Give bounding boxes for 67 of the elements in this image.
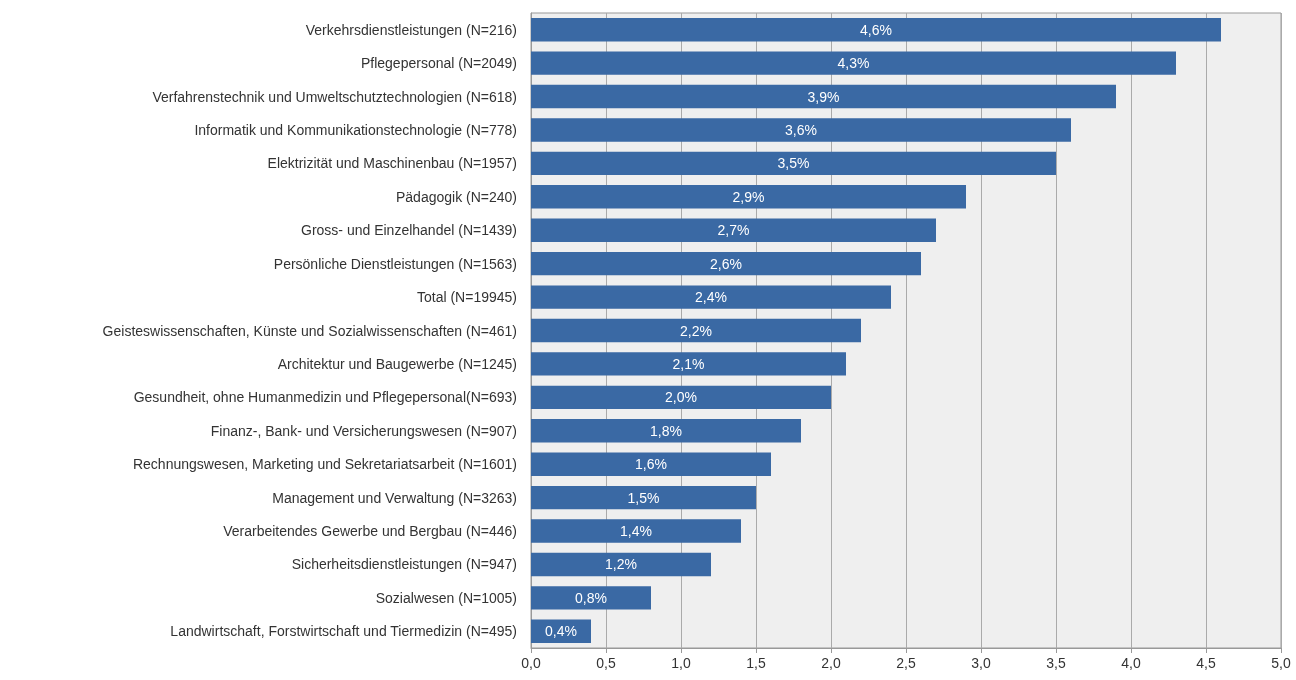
y-tick-label: Management und Verwaltung (N=3263) — [272, 489, 517, 506]
bar — [531, 385, 831, 410]
y-tick-label: Total (N=19945) — [416, 289, 517, 306]
bar — [531, 185, 966, 209]
bar — [531, 151, 1056, 176]
bar — [531, 519, 741, 543]
data-label: 2,2% — [680, 322, 712, 339]
data-label: 1,8% — [650, 422, 682, 439]
y-tick-label: Rechnungswesen, Marketing und Sekretariatsarbeit (N=1601) — [132, 456, 517, 473]
data-label: 2,7% — [717, 222, 750, 239]
y-tick-label: Verkehrsdienstleistungen (N=216) — [305, 21, 517, 38]
y-tick-label: Sozialwesen (N=1005) — [375, 589, 517, 606]
data-label: 2,1% — [672, 355, 705, 372]
data-label: 4,6% — [860, 21, 892, 38]
y-tick-label: Pflegepersonal (N=2049) — [360, 55, 517, 72]
y-tick-label: Verarbeitendes Gewerbe und Bergbau (N=446) — [223, 523, 517, 540]
x-tick-label: 4,5 — [1196, 655, 1216, 671]
bar — [531, 18, 1221, 42]
y-tick-label: Architektur und Baugewerbe (N=1245) — [277, 355, 517, 372]
y-tick-label: Persönliche Dienstleistungen (N=1563) — [273, 255, 517, 272]
y-tick-label: Landwirtschaft, Forstwirtschaft und Tiermedizin (N=495) — [170, 623, 517, 640]
y-tick-label: Gesundheit, ohne Humanmedizin und Pflegepersonal(N=693) — [133, 389, 517, 406]
bar — [531, 352, 846, 376]
bar — [531, 51, 1176, 75]
x-tick-label: 0,5 — [596, 655, 616, 671]
x-tick-label: 2,5 — [896, 655, 916, 671]
y-tick-label: Sicherheitsdienstleistungen (N=947) — [291, 556, 517, 573]
bar — [531, 84, 1116, 109]
y-tick-label: Elektrizität und Maschinenbau (N=1957) — [267, 155, 517, 172]
data-label: 1,6% — [635, 456, 667, 473]
bar — [531, 485, 756, 510]
x-tick-label: 1,5 — [746, 655, 766, 671]
data-label: 2,0% — [665, 389, 697, 406]
data-label: 1,4% — [620, 523, 652, 540]
y-tick-label: Finanz-, Bank- und Versicherungswesen (N=907) — [210, 422, 517, 439]
bar — [531, 452, 771, 476]
bar — [531, 285, 891, 309]
data-label: 3,5% — [777, 155, 810, 172]
bar — [531, 218, 936, 242]
data-label: 0,8% — [575, 589, 607, 606]
data-label: 0,4% — [545, 623, 577, 640]
bar — [531, 552, 711, 577]
data-label: 4,3% — [837, 55, 870, 72]
bar — [531, 251, 921, 276]
x-tick-label: 0,0 — [521, 655, 541, 671]
bar — [531, 318, 861, 343]
bar — [531, 419, 801, 443]
y-tick-label: Informatik und Kommunikationstechnologie (N=778) — [194, 121, 517, 138]
bar — [531, 586, 651, 610]
x-tick-label: 3,0 — [971, 655, 991, 671]
data-label: 1,2% — [605, 556, 637, 573]
data-label: 2,4% — [695, 289, 727, 306]
x-tick-label: 3,5 — [1046, 655, 1066, 671]
data-label: 2,6% — [710, 255, 742, 272]
data-label: 1,5% — [627, 489, 660, 506]
data-label: 3,9% — [807, 88, 840, 105]
bar — [531, 118, 1071, 142]
x-tick-label: 4,0 — [1121, 655, 1141, 671]
y-tick-label: Gross- und Einzelhandel (N=1439) — [301, 222, 517, 239]
y-tick-label: Verfahrenstechnik und Umweltschutztechnologien (N=618) — [152, 88, 517, 105]
x-tick-label: 1,0 — [671, 655, 691, 671]
data-label: 3,6% — [785, 121, 817, 138]
data-label: 2,9% — [732, 188, 765, 205]
x-tick-label: 5,0 — [1271, 655, 1291, 671]
x-tick-label: 2,0 — [821, 655, 841, 671]
y-tick-label: Geisteswissenschaften, Künste und Sozialwissenschaften (N=461) — [102, 322, 517, 339]
y-tick-label: Pädagogik (N=240) — [395, 188, 517, 205]
